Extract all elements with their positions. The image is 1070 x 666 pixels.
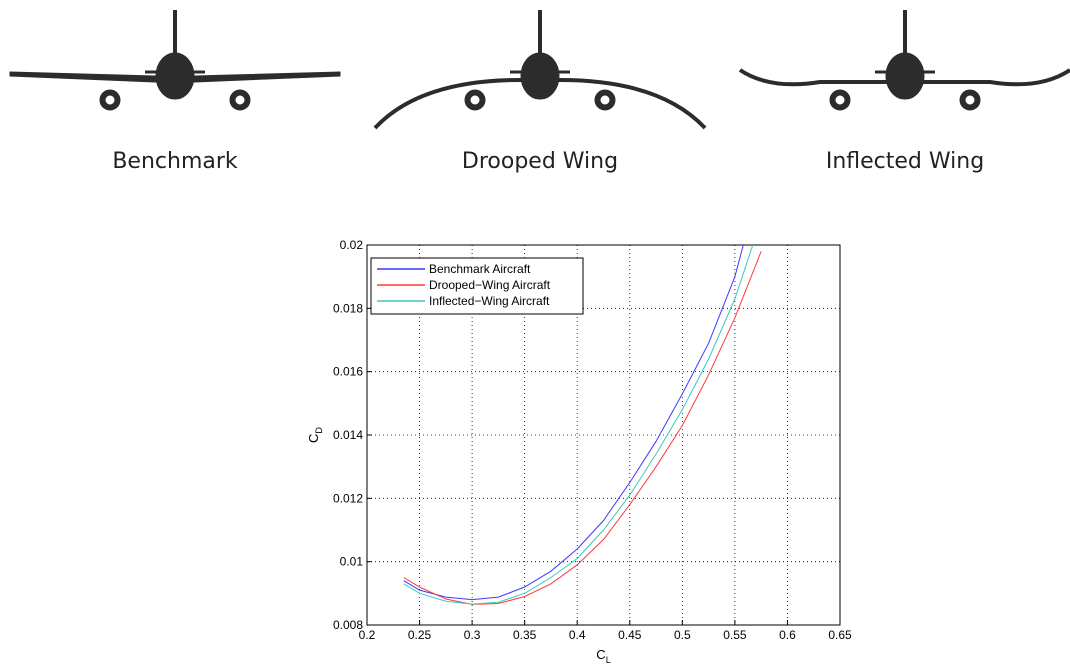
series-line [403,244,744,601]
legend-label: Benchmark Aircraft [429,262,531,276]
x-tick-label: 0.6 [779,628,796,642]
legend-label: Drooped−Wing Aircraft [429,278,551,292]
legend: Benchmark Aircraft Drooped−Wing Aircraft I… [370,257,584,315]
legend-box [370,257,584,315]
series-line [403,251,762,605]
x-axis-label-sub: L [606,655,611,665]
plot-frame [366,244,841,626]
x-tick-label: 0.2 [359,628,376,642]
aircraft-label: Benchmark [112,149,238,174]
y-tick-label: 0.008 [333,618,363,632]
y-tick-label: 0.014 [333,428,363,442]
y-axis-label-main: C [306,434,321,443]
legend-label: Inflected−Wing Aircraft [429,294,550,308]
y-tick-label: 0.018 [333,301,363,315]
x-tick-label: 0.25 [408,628,432,642]
aircraft-inflected [738,10,1070,111]
y-tick-label: 0.016 [333,365,363,379]
y-axis-label-sub: D [314,427,324,434]
x-tick-label: 0.4 [569,628,586,642]
chart: 0.2 0.25 0.3 0.35 0.4 0.45 0.5 0.55 0.6 0.65 0.008… [306,238,852,665]
x-tick-label: 0.55 [723,628,747,642]
aircraft-label: Inflected Wing [826,149,984,174]
y-tick-label: 0.01 [340,555,364,569]
x-tick-label: 0.65 [828,628,852,642]
y-axis-label: CD [306,427,324,443]
aircraft-benchmark [9,10,341,111]
series-line [403,244,754,605]
x-axis-label-main: C [596,647,605,662]
x-tick-label: 0.3 [464,628,481,642]
y-tick-label: 0.02 [340,238,364,252]
y-tick-label: 0.012 [333,491,363,505]
aircraft-drooped [373,10,707,130]
x-axis-label: CL [596,647,610,665]
x-tick-label: 0.35 [513,628,537,642]
aircraft-label: Drooped Wing [462,149,618,174]
x-tick-label: 0.5 [674,628,691,642]
x-tick-label: 0.45 [618,628,642,642]
